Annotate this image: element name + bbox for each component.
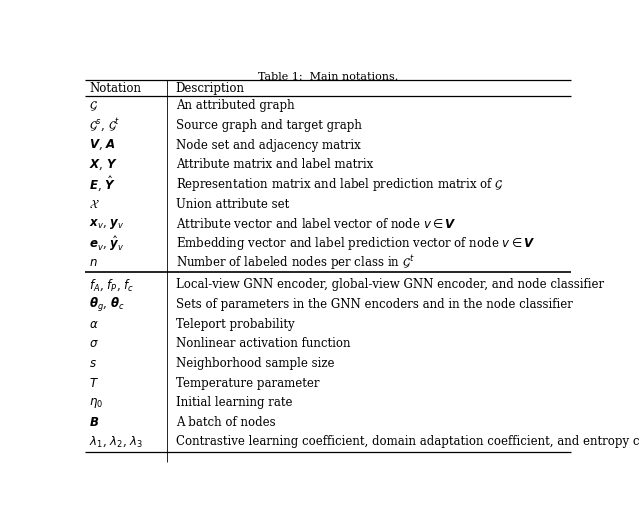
Text: $\mathcal{G}$: $\mathcal{G}$ bbox=[89, 99, 98, 113]
Text: $f_A$, $f_P$, $f_c$: $f_A$, $f_P$, $f_c$ bbox=[89, 277, 134, 292]
Text: Representation matrix and label prediction matrix of $\mathcal{G}$: Representation matrix and label predicti… bbox=[176, 176, 503, 193]
Text: $\boldsymbol{\theta}_g$, $\boldsymbol{\theta}_c$: $\boldsymbol{\theta}_g$, $\boldsymbol{\t… bbox=[89, 296, 125, 313]
Text: $\boldsymbol{E}$, $\hat{\boldsymbol{Y}}$: $\boldsymbol{E}$, $\hat{\boldsymbol{Y}}$ bbox=[89, 175, 116, 194]
Text: Attribute matrix and label matrix: Attribute matrix and label matrix bbox=[176, 159, 373, 171]
Text: Contrastive learning coefficient, domain adaptation coefficient, and entropy coe: Contrastive learning coefficient, domain… bbox=[176, 435, 640, 448]
Text: Nonlinear activation function: Nonlinear activation function bbox=[176, 338, 350, 350]
Text: Neighborhood sample size: Neighborhood sample size bbox=[176, 357, 334, 370]
Text: $s$: $s$ bbox=[89, 357, 97, 370]
Text: $T$: $T$ bbox=[89, 376, 99, 390]
Text: Attribute vector and label vector of node $v \in \boldsymbol{V}$: Attribute vector and label vector of nod… bbox=[176, 217, 456, 230]
Text: Description: Description bbox=[176, 82, 244, 95]
Text: $\boldsymbol{e}_v$, $\hat{\boldsymbol{y}}_v$: $\boldsymbol{e}_v$, $\hat{\boldsymbol{y}… bbox=[89, 234, 124, 253]
Text: $\boldsymbol{x}_v$, $\boldsymbol{y}_v$: $\boldsymbol{x}_v$, $\boldsymbol{y}_v$ bbox=[89, 217, 125, 230]
Text: $n$: $n$ bbox=[89, 257, 97, 269]
Text: Sets of parameters in the GNN encoders and in the node classifier: Sets of parameters in the GNN encoders a… bbox=[176, 298, 573, 311]
Text: $\sigma$: $\sigma$ bbox=[89, 338, 99, 350]
Text: Temperature parameter: Temperature parameter bbox=[176, 376, 319, 390]
Text: An attributed graph: An attributed graph bbox=[176, 99, 294, 112]
Text: $\boldsymbol{V}$, $\boldsymbol{A}$: $\boldsymbol{V}$, $\boldsymbol{A}$ bbox=[89, 138, 116, 152]
Text: $\alpha$: $\alpha$ bbox=[89, 318, 99, 331]
Text: $\eta_0$: $\eta_0$ bbox=[89, 396, 103, 410]
Text: Notation: Notation bbox=[89, 82, 141, 95]
Text: Initial learning rate: Initial learning rate bbox=[176, 396, 292, 409]
Text: Source graph and target graph: Source graph and target graph bbox=[176, 119, 362, 132]
Text: A batch of nodes: A batch of nodes bbox=[176, 416, 275, 429]
Text: Local-view GNN encoder, global-view GNN encoder, and node classifier: Local-view GNN encoder, global-view GNN … bbox=[176, 278, 604, 291]
Text: Node set and adjacency matrix: Node set and adjacency matrix bbox=[176, 139, 360, 152]
Text: $\boldsymbol{B}$: $\boldsymbol{B}$ bbox=[89, 416, 99, 429]
Text: Number of labeled nodes per class in $\mathcal{G}^t$: Number of labeled nodes per class in $\m… bbox=[176, 254, 414, 272]
Text: Table 1:  Main notations.: Table 1: Main notations. bbox=[258, 72, 398, 82]
Text: $\mathcal{G}^s$, $\mathcal{G}^t$: $\mathcal{G}^s$, $\mathcal{G}^t$ bbox=[89, 117, 120, 134]
Text: $\boldsymbol{\mathcal{X}}$: $\boldsymbol{\mathcal{X}}$ bbox=[89, 197, 100, 211]
Text: Union attribute set: Union attribute set bbox=[176, 197, 289, 211]
Text: Teleport probability: Teleport probability bbox=[176, 318, 294, 331]
Text: $\lambda_1$, $\lambda_2$, $\lambda_3$: $\lambda_1$, $\lambda_2$, $\lambda_3$ bbox=[89, 435, 143, 449]
Text: Embedding vector and label prediction vector of node $v \in \boldsymbol{V}$: Embedding vector and label prediction ve… bbox=[176, 235, 535, 252]
Text: $\boldsymbol{X}$, $\boldsymbol{Y}$: $\boldsymbol{X}$, $\boldsymbol{Y}$ bbox=[89, 158, 118, 172]
